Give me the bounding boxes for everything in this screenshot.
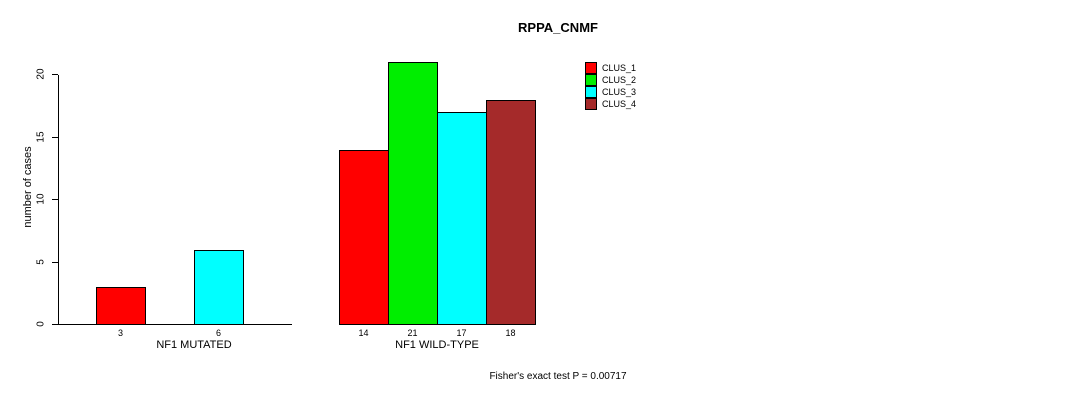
chart-title: RPPA_CNMF <box>518 20 598 35</box>
y-axis-line <box>58 75 59 325</box>
y-tick-mark <box>52 324 58 325</box>
legend-item: CLUS_3 <box>585 86 636 98</box>
legend-swatch <box>585 86 597 98</box>
group-label: NF1 MUTATED <box>156 339 232 351</box>
legend-item: CLUS_4 <box>585 98 636 110</box>
legend: CLUS_1 CLUS_2 CLUS_3 CLUS_4 <box>585 62 636 110</box>
legend-label: CLUS_3 <box>602 87 637 97</box>
bar-clus_1 <box>339 150 389 325</box>
legend-label: CLUS_2 <box>602 75 637 85</box>
legend-item: CLUS_1 <box>585 62 636 74</box>
bar-clus_2 <box>388 62 438 325</box>
legend-label: CLUS_4 <box>602 99 637 109</box>
bar-clus_3 <box>437 112 487 325</box>
bar-clus_1 <box>96 287 146 325</box>
bar-value-label: 6 <box>215 328 222 338</box>
bar-clus_3 <box>194 250 244 325</box>
x-axis-line <box>58 324 292 325</box>
y-tick-mark <box>52 74 58 75</box>
bar-value-label: 14 <box>358 328 369 338</box>
y-tick-label: 20 <box>35 68 47 80</box>
y-tick-label: 5 <box>35 259 47 265</box>
legend-swatch <box>585 62 597 74</box>
bar-value-label: 18 <box>505 328 516 338</box>
legend-item: CLUS_2 <box>585 74 636 86</box>
legend-swatch <box>585 98 597 110</box>
legend-swatch <box>585 74 597 86</box>
y-axis-label: number of cases <box>22 146 34 228</box>
y-tick-mark <box>52 262 58 263</box>
bar-value-label: 21 <box>407 328 418 338</box>
legend-label: CLUS_1 <box>602 63 637 73</box>
y-tick-mark <box>52 137 58 138</box>
y-tick-label: 0 <box>35 321 47 327</box>
fisher-test-note: Fisher's exact test P = 0.00717 <box>489 371 627 382</box>
bar-value-label: 17 <box>456 328 467 338</box>
y-tick-mark <box>52 199 58 200</box>
y-tick-label: 15 <box>35 131 47 143</box>
bar-value-label: 3 <box>117 328 124 338</box>
bar-clus_4 <box>486 100 536 325</box>
y-tick-label: 10 <box>35 193 47 205</box>
group-label: NF1 WILD-TYPE <box>395 339 479 351</box>
